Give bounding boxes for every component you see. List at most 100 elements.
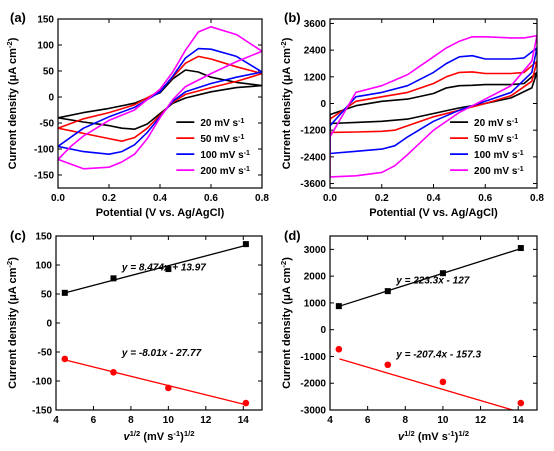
y-axis-label: Current density (μA cm-2) <box>5 37 20 169</box>
y-tick-label: -1000 <box>300 352 326 363</box>
x-tick-label: 8 <box>402 415 408 426</box>
x-tick-label: 0.8 <box>255 193 269 204</box>
data-point <box>517 399 525 407</box>
y-axis-label: Current density (μA cm-2) <box>5 257 20 389</box>
legend-label: 200 mV s-1 <box>200 166 250 178</box>
panel-label: (b) <box>284 10 301 25</box>
x-tick-label: 0.6 <box>478 193 492 204</box>
y-tick-label: 50 <box>41 290 53 301</box>
y-tick-label: 100 <box>35 261 52 272</box>
plot-frame <box>55 235 263 411</box>
cv-curve-1 <box>330 60 537 134</box>
panel-label: (a) <box>10 10 26 25</box>
data-point <box>242 241 249 248</box>
fit-equation: y = -8.01x - 27.77 <box>121 348 202 359</box>
plot-frame <box>329 18 538 189</box>
panel-label: (d) <box>284 228 301 243</box>
data-point <box>110 275 117 282</box>
x-tick-label: 12 <box>475 415 487 426</box>
x-tick-label: 0.4 <box>153 193 167 204</box>
y-tick-label: 0 <box>46 319 52 330</box>
y-tick-label: -50 <box>40 119 55 130</box>
y-tick-label: -100 <box>32 377 52 388</box>
y-tick-label: -50 <box>38 348 53 359</box>
fit-equation: y = 223.3x - 127 <box>395 275 470 286</box>
chart-panel-d: (d) 4 6 8 10 12 14 -3000 -2000 -1000 0 1000 2000 3000… <box>279 228 538 443</box>
x-tick-label: 6 <box>91 415 97 426</box>
data-point <box>165 266 172 273</box>
y-tick-label: 1000 <box>304 298 327 309</box>
x-tick-label: 12 <box>200 415 212 426</box>
legend-label: 50 mV s-1 <box>200 134 244 146</box>
fit-equation: y = 8.474x + 13.97 <box>121 263 206 274</box>
data-point <box>384 288 391 295</box>
y-tick-label: -1200 <box>300 126 326 137</box>
y-tick-label: 3000 <box>304 245 327 256</box>
x-axis-label: v1/2 (mV s-1)1/2 <box>123 429 194 444</box>
x-tick-label: 10 <box>437 415 449 426</box>
x-tick-label: 0.0 <box>323 193 337 204</box>
y-tick-label: 0 <box>320 325 326 336</box>
x-tick-label: 0.6 <box>204 193 218 204</box>
panel-label: (c) <box>10 228 26 243</box>
y-tick-label: 150 <box>35 232 52 243</box>
data-point <box>242 399 250 407</box>
y-tick-label: 1200 <box>304 72 327 83</box>
y-tick-label: -3000 <box>300 406 326 417</box>
plot-area <box>58 26 262 170</box>
chart-panel-b: (b) 0.0 0.2 0.4 0.6 0.8 -3600 -2400 -1200 0 1200 24… <box>279 10 545 219</box>
y-tick-label: -150 <box>34 171 54 182</box>
y-tick-label: 2000 <box>304 272 327 283</box>
y-tick-label: 100 <box>37 41 54 52</box>
y-tick-label: -2400 <box>300 152 326 163</box>
y-tick-label: 0 <box>320 99 326 110</box>
y-axis-label: Current density (μA cm-2) <box>279 257 294 389</box>
legend-label: 50 mV s-1 <box>474 134 518 146</box>
data-point <box>517 245 524 252</box>
y-tick-label: -3600 <box>300 179 326 190</box>
plot-frame <box>57 18 263 189</box>
data-point <box>335 303 342 310</box>
x-tick-label: 4 <box>327 415 333 426</box>
x-tick-label: 14 <box>238 415 250 426</box>
legend-label: 20 mV s-1 <box>200 118 244 130</box>
x-axis-label: Potential (V vs. Ag/AgCl) <box>96 207 225 219</box>
fit-equation: y = -207.4x - 157.3 <box>395 350 481 361</box>
data-point <box>61 289 68 296</box>
x-axis-label: Potential (V vs. Ag/AgCl) <box>369 207 498 219</box>
fit-line-0 <box>65 244 247 294</box>
cv-curve-1 <box>58 55 262 142</box>
plot-area <box>335 245 525 410</box>
plot-area <box>61 241 250 407</box>
y-tick-label: -150 <box>32 406 52 417</box>
y-tick-label: 2400 <box>304 46 327 57</box>
cv-curve-3 <box>330 34 537 178</box>
y-tick-label: 3600 <box>304 19 327 30</box>
legend-label: 100 mV s-1 <box>200 150 250 162</box>
cv-curve-2 <box>330 47 537 155</box>
y-axis-label: Current density (μA cm-2) <box>279 37 294 169</box>
fit-line-0 <box>339 247 522 307</box>
x-tick-label: 0.0 <box>51 193 65 204</box>
x-tick-label: 0.8 <box>530 193 544 204</box>
data-point <box>61 355 69 363</box>
cv-curve-0 <box>330 71 537 125</box>
cv-curve-3 <box>58 26 262 170</box>
x-axis-label: v1/2 (mV s-1)1/2 <box>398 429 469 444</box>
data-point <box>439 378 447 386</box>
chart-panel-a: (a) 0.0 0.2 0.4 0.6 0.8 -150 -100 -50 0 50 100 150 Cu… <box>5 10 270 219</box>
plot-area <box>330 34 537 178</box>
y-tick-label: 150 <box>37 15 54 26</box>
legend-label: 20 mV s-1 <box>474 118 518 130</box>
legend-label: 200 mV s-1 <box>474 166 524 178</box>
x-tick-label: 8 <box>128 415 134 426</box>
data-point <box>439 270 446 277</box>
plot-frame <box>329 235 538 411</box>
y-tick-label: -100 <box>34 145 54 156</box>
y-tick-label: -2000 <box>300 379 326 390</box>
data-point <box>110 369 117 376</box>
data-point <box>335 345 343 353</box>
legend-label: 100 mV s-1 <box>474 150 524 162</box>
x-tick-label: 0.2 <box>375 193 389 204</box>
